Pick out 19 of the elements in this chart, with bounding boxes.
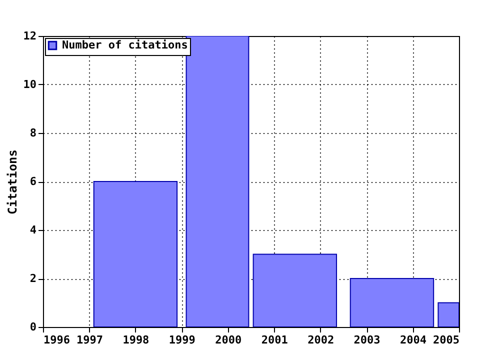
y-tick-label: 6 <box>30 175 37 188</box>
x-tick-label: 2003 <box>354 334 380 346</box>
x-tick-label: 1996 <box>44 334 70 346</box>
x-tick-label: 2000 <box>215 334 242 346</box>
y-tick-label: 10 <box>23 78 36 91</box>
x-tick-label: 2004 <box>400 334 427 346</box>
x-tick-label: 1997 <box>76 334 103 346</box>
y-tick-label: 4 <box>30 224 37 236</box>
x-tick-label: 2005 <box>433 334 460 346</box>
y-tick-label: 8 <box>30 126 36 140</box>
x-tick-label: 1998 <box>122 334 150 346</box>
y-tick-label: 2 <box>30 272 36 285</box>
y-tick-label: 12 <box>23 30 36 42</box>
x-tick-label: 1999 <box>168 334 196 346</box>
x-tick-label: 2002 <box>308 334 334 346</box>
y-tick-label: 0 <box>30 320 36 334</box>
y-axis-title: Citations <box>5 149 20 215</box>
legend-label: Number of citations <box>62 38 188 52</box>
x-tick-label: 2001 <box>261 334 288 346</box>
